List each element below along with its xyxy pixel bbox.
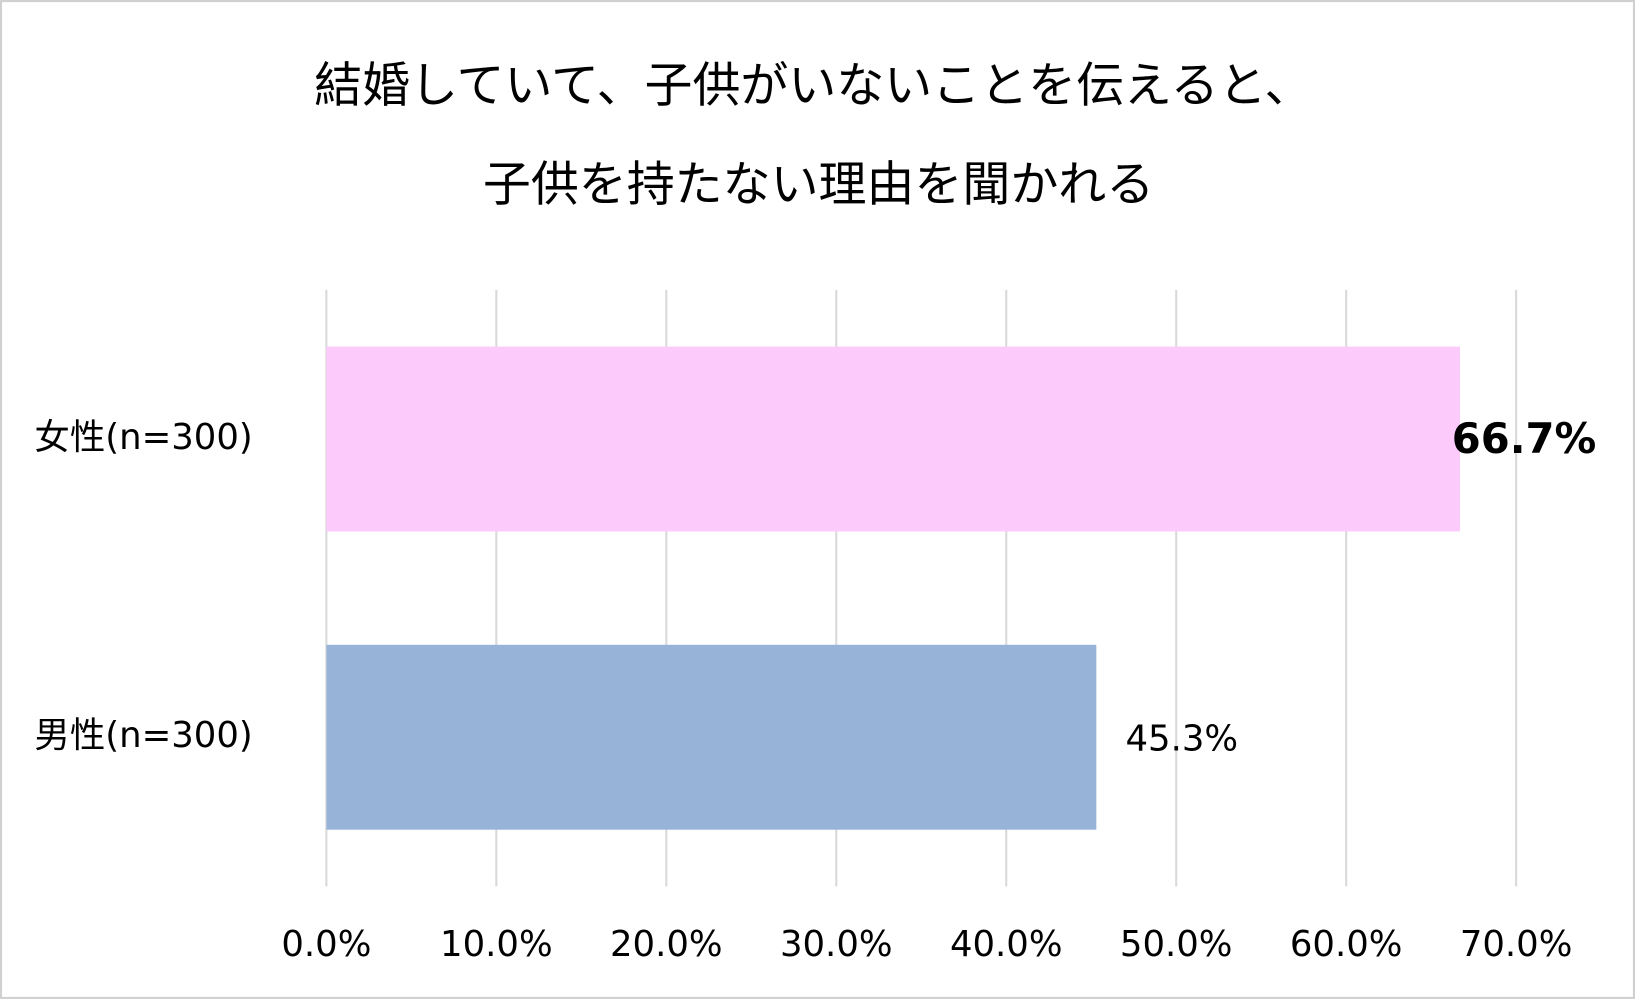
x-tick-label: 70.0% <box>1460 924 1573 965</box>
bar <box>326 644 1097 830</box>
y-tick-label: 男性(n=300) <box>34 715 252 756</box>
chart-title: 子供を持たない理由を聞かれる <box>483 157 1154 213</box>
x-tick-label: 50.0% <box>1120 924 1233 965</box>
x-tick-label: 0.0% <box>281 924 371 965</box>
x-tick-label: 60.0% <box>1290 924 1403 965</box>
value-label: 66.7% <box>1452 414 1597 463</box>
chart-title: 結婚していて、子供がいないことを伝えると、 <box>314 58 1312 114</box>
x-tick-label: 10.0% <box>440 924 553 965</box>
x-tick-label: 40.0% <box>950 924 1063 965</box>
bar <box>326 346 1461 532</box>
x-tick-label: 20.0% <box>610 924 723 965</box>
y-tick-label: 女性(n=300) <box>34 417 252 458</box>
value-label: 45.3% <box>1126 718 1239 759</box>
x-tick-label: 30.0% <box>780 924 893 965</box>
